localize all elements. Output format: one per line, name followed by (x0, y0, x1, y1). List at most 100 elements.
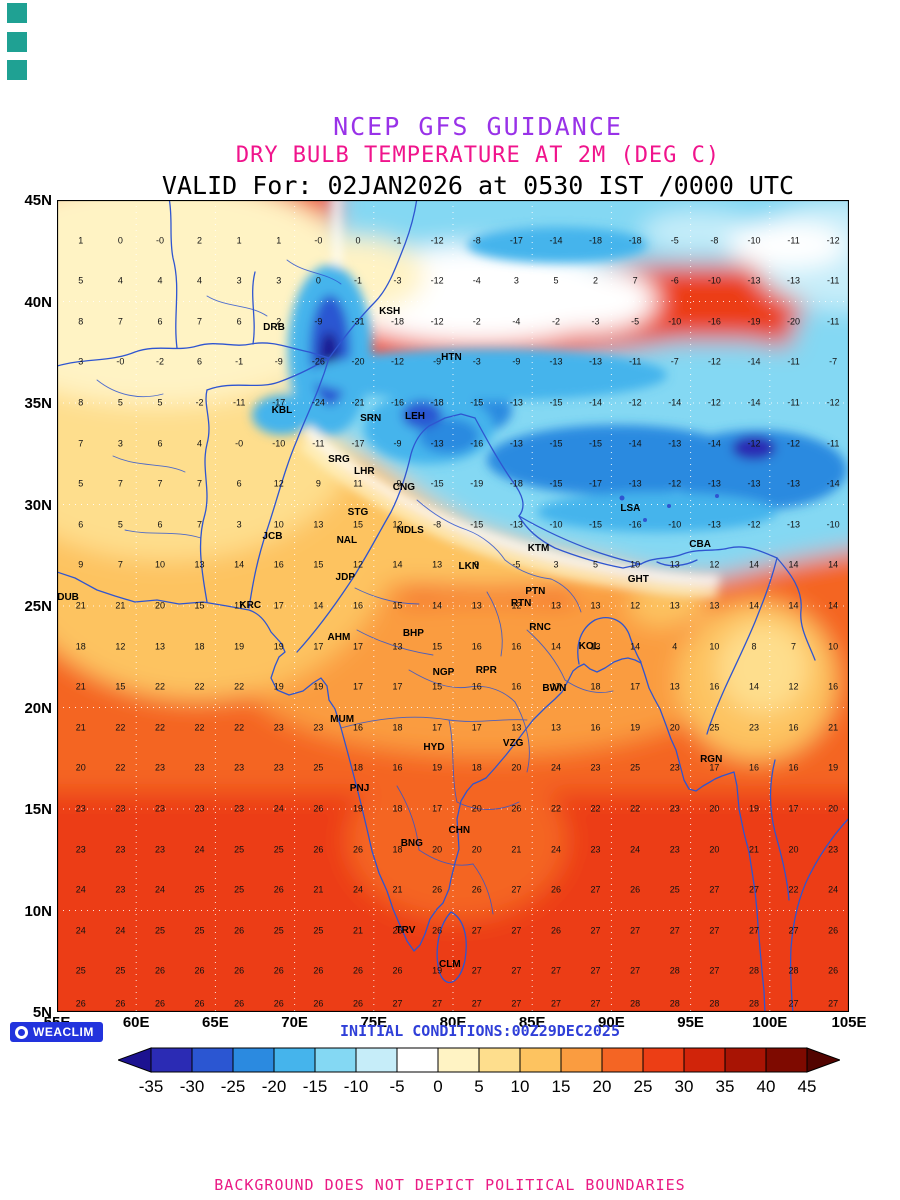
temp-value: 13 (590, 600, 601, 611)
temp-value: 8 (78, 316, 84, 327)
temp-value: 27 (590, 925, 601, 936)
temp-value: 26 (234, 925, 245, 936)
temp-value: -19 (470, 478, 484, 489)
temp-value: 26 (313, 965, 324, 976)
temp-value: -17 (589, 478, 603, 489)
temp-value: 17 (313, 641, 324, 652)
temp-value: 10 (154, 559, 165, 570)
temp-value: -11 (787, 235, 800, 246)
temp-value: 24 (194, 844, 205, 855)
temp-value: 27 (550, 998, 561, 1009)
temp-value: -13 (509, 397, 523, 408)
temp-value: 25 (234, 844, 245, 855)
temp-value: 13 (590, 641, 601, 652)
temp-value: 7 (117, 559, 123, 570)
temp-value: -3 (591, 316, 600, 327)
temp-value: -4 (472, 275, 481, 286)
station-label: KBL (271, 405, 293, 417)
colorbar-tick-label: -35 (139, 1077, 164, 1096)
temp-value: 14 (234, 559, 245, 570)
temp-value: -18 (628, 235, 642, 246)
temp-value: 26 (550, 884, 561, 895)
temp-value: 1 (78, 235, 84, 246)
temp-value: 17 (709, 762, 720, 773)
temp-value: 1 (276, 235, 282, 246)
temp-value: 16 (788, 722, 799, 733)
temp-value: 3 (553, 559, 559, 570)
temp-value: -11 (628, 356, 642, 367)
temp-value: -10 (707, 275, 721, 286)
temp-value: -9 (314, 316, 323, 327)
temp-value: 20 (511, 762, 522, 773)
temp-value: 26 (194, 965, 205, 976)
temp-value: 23 (748, 722, 759, 733)
weaclim-logo-label: WEACLIM (33, 1025, 94, 1039)
temp-value: 1 (236, 235, 242, 246)
temp-value: -12 (826, 235, 840, 246)
temp-value: 20 (828, 803, 839, 814)
colorbar-segment (355, 1047, 398, 1073)
temp-value: 26 (352, 844, 363, 855)
colorbar-segment (396, 1047, 439, 1073)
temp-value: 23 (828, 844, 839, 855)
temp-value: 10 (630, 559, 641, 570)
temp-value: -17 (509, 235, 523, 246)
colorbar-right-arrow (806, 1047, 840, 1073)
temp-value: 14 (788, 600, 799, 611)
temp-value: 4 (117, 275, 123, 286)
temp-value: 4 (672, 641, 678, 652)
temp-value: 14 (828, 559, 839, 570)
temp-value: 12 (511, 600, 522, 611)
temp-value: 13 (669, 559, 680, 570)
temp-value: 23 (194, 762, 205, 773)
temp-value: 3 (236, 275, 242, 286)
station-label: RGN (700, 754, 723, 766)
temp-value: -10 (747, 235, 761, 246)
temp-value: 10 (709, 641, 720, 652)
internal-state-borders (96, 259, 614, 915)
temp-value: 19 (432, 762, 443, 773)
temp-value: -3 (393, 275, 402, 286)
station-label: CLM (438, 959, 461, 971)
temp-value: 6 (197, 356, 203, 367)
corner-square-icon (7, 32, 27, 52)
temp-value: 18 (194, 641, 205, 652)
temp-value: 27 (828, 998, 839, 1009)
temp-value: -21 (351, 397, 365, 408)
temp-value: 25 (709, 722, 720, 733)
temp-value: 21 (828, 722, 839, 733)
temp-value: 12 (352, 559, 363, 570)
temp-value: 17 (273, 600, 284, 611)
temp-value: 26 (194, 998, 205, 1009)
temp-value: 22 (788, 884, 799, 895)
temp-value: 22 (154, 681, 165, 692)
temp-value: 3 (236, 519, 242, 530)
temp-value: -11 (787, 356, 800, 367)
temp-value: 26 (273, 998, 284, 1009)
lat-tick-label: 45N (24, 192, 52, 209)
station-label: NGP (432, 666, 455, 678)
temp-value: 7 (791, 641, 797, 652)
temp-value: 10 (828, 641, 839, 652)
temp-value: 22 (550, 803, 561, 814)
temp-value: -12 (430, 316, 444, 327)
temp-value: 27 (511, 998, 522, 1009)
temperature-field-svg (57, 200, 849, 1012)
temp-value: 5 (157, 397, 163, 408)
corner-square-icon (7, 60, 27, 80)
colorbar-segment (560, 1047, 603, 1073)
temp-value: 19 (432, 965, 443, 976)
temp-value: 20 (154, 600, 165, 611)
temp-value: -12 (787, 438, 801, 449)
temp-value: 9 (474, 559, 480, 570)
temp-value: 20 (669, 722, 680, 733)
temp-value: 25 (313, 925, 324, 936)
temp-value: 16 (392, 762, 403, 773)
temp-value: -13 (787, 519, 801, 530)
coastline (57, 571, 766, 1012)
temp-value: 23 (590, 844, 601, 855)
temp-value: -14 (747, 397, 761, 408)
cold-core-layers (252, 200, 847, 597)
temp-value: -8 (710, 235, 719, 246)
temp-value: 26 (154, 965, 165, 976)
